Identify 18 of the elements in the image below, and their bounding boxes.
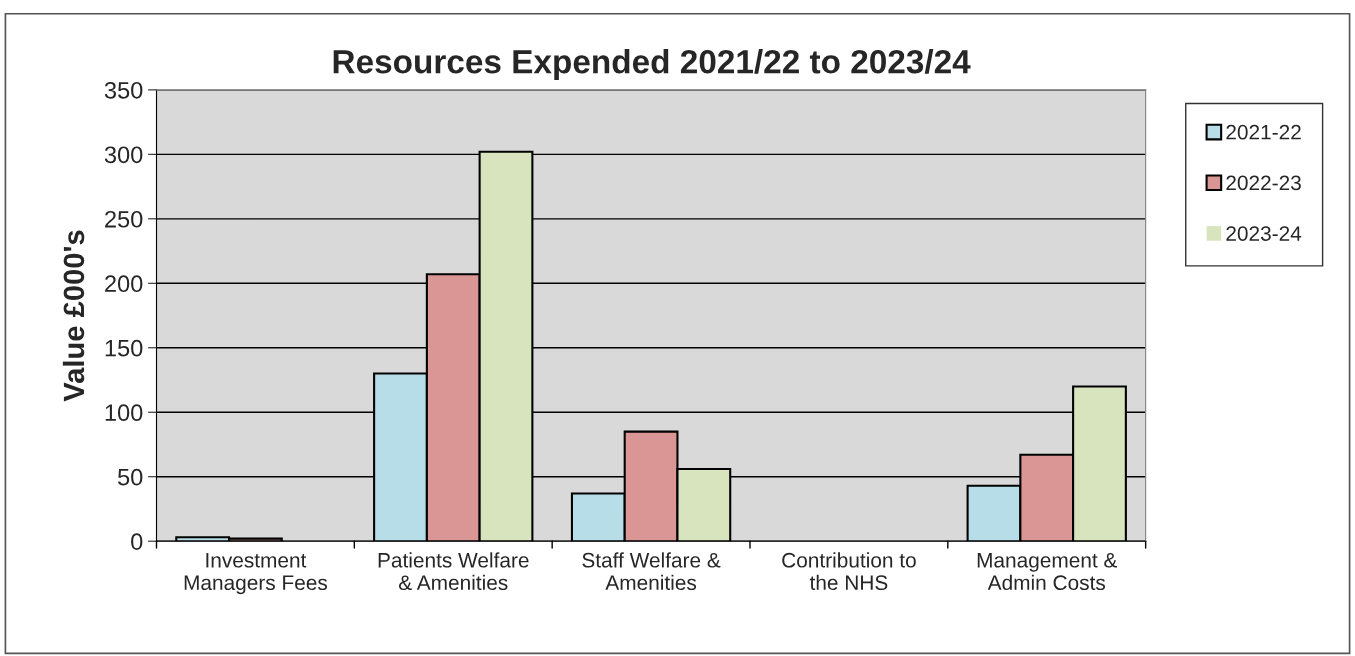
chart-title: Resources Expended 2021/22 to 2023/24 xyxy=(333,49,971,81)
x-tick-label: Patients Welfare & Amenities xyxy=(378,552,529,591)
y-axis-title: Value £000's xyxy=(62,230,85,402)
x-tick-label: Management & Admin Costs xyxy=(977,552,1118,591)
y-tick-label: 0 xyxy=(131,533,143,550)
legend-label: 2023-24 xyxy=(1226,226,1302,241)
y-tick-label: 300 xyxy=(104,146,143,164)
x-tick-label: Investment Managers Fees xyxy=(184,553,328,595)
y-tick-label: 350 xyxy=(104,81,143,99)
y-tick-label: 50 xyxy=(117,468,143,486)
y-tick-label: 200 xyxy=(105,275,143,293)
legend-label: 2021-22 xyxy=(1226,124,1301,140)
y-tick-label: 150 xyxy=(105,339,143,357)
y-tick-label: 250 xyxy=(105,210,143,228)
legend-label: 2022-23 xyxy=(1226,175,1301,191)
x-tick-label: Contribution to the NHS xyxy=(782,552,916,591)
y-tick-label: 100 xyxy=(105,404,143,422)
x-tick-label: Staff Welfare & Amenities xyxy=(582,552,721,591)
